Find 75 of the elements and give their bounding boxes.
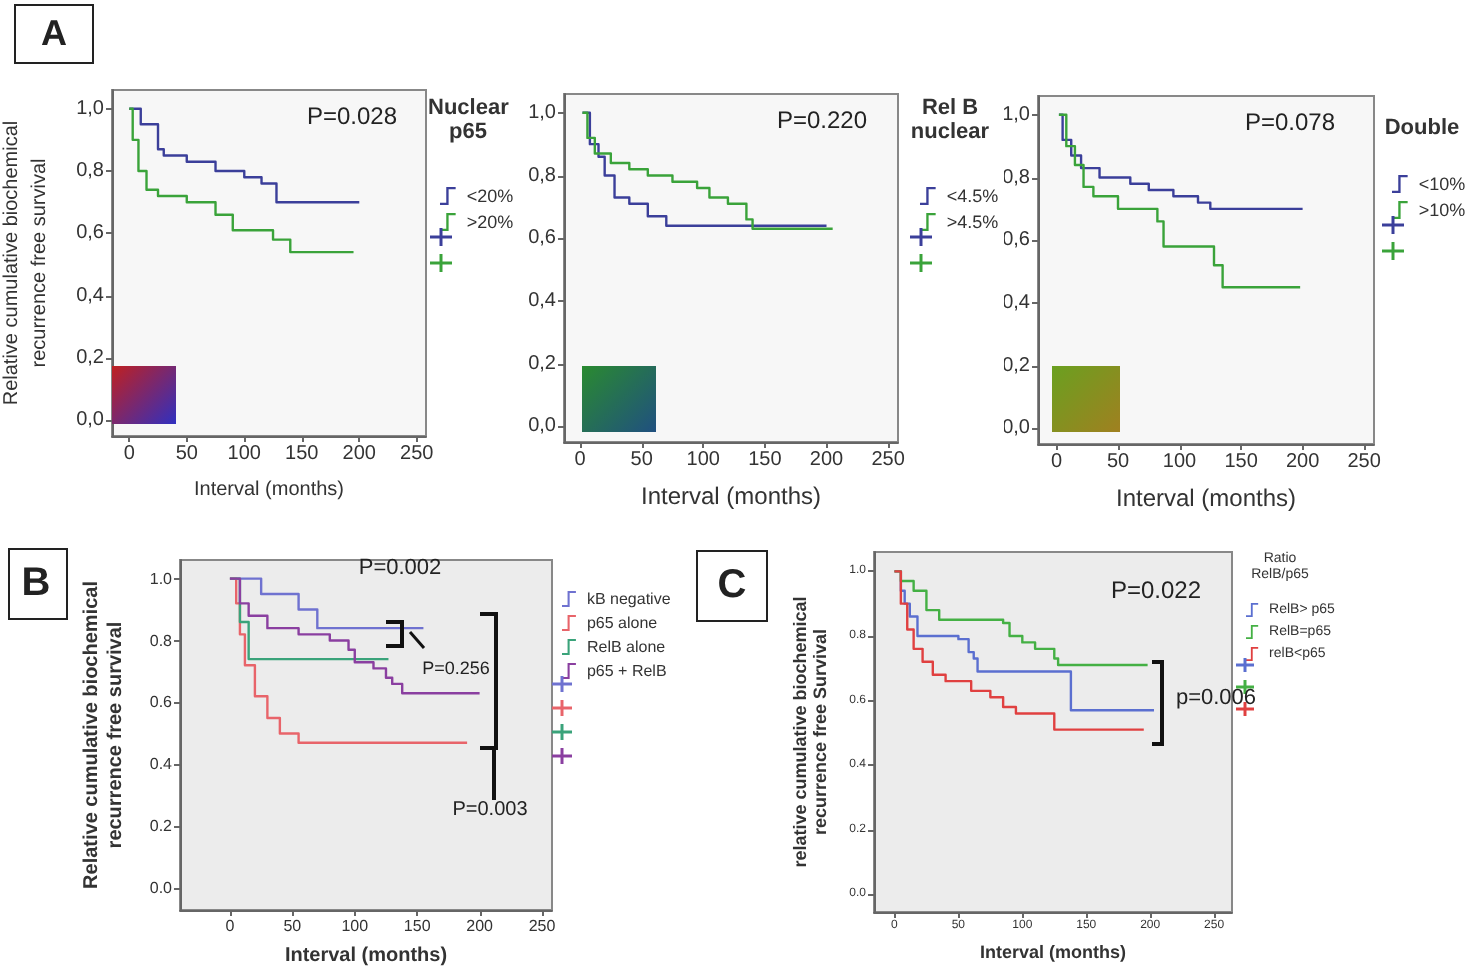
annotation: P=0.220 [776,106,868,134]
x-tick-label: 200 [466,917,495,935]
annotation: P=0.028 [306,102,398,130]
x-tick-label: 150 [748,449,783,471]
legend-label: p65 alone [586,614,659,632]
y-axis-title: relative cumulative biochemical recurrence free Survival [790,596,830,868]
y-tick-label: 0,2 [528,352,557,375]
y-tick-label: 0,0 [528,415,557,438]
y-tick-label: 0,0 [76,409,105,432]
legend-title: Rel B nuclear [910,96,990,145]
x-tick-label: 0 [123,443,136,465]
x-tick-label: 250 [1347,451,1382,473]
x-axis-title: Interval (months) [979,941,1127,962]
x-tick-label: 200 [1285,451,1321,473]
y-tick-label: 1,0 [76,97,105,120]
y-tick-label: 0.4 [149,755,174,774]
y-tick-label: 0.2 [149,817,174,836]
y-tick-label: 0,2 [76,347,105,370]
x-tick-label: 250 [871,449,906,471]
text: C [717,563,747,609]
x-tick-label: 100 [1162,451,1198,473]
text: A [41,13,67,55]
legend-label: <20% [466,186,514,206]
x-tick-label: 150 [403,917,432,935]
y-axis-title: Relative cumulative biochemical recurrence free survival [1,120,52,406]
x-tick-label: 150 [285,443,320,465]
legend-label: <10% [1418,174,1466,194]
legend-label: kB negative [586,590,672,608]
legend-label: RelB alone [586,638,667,656]
x-tick-label: 50 [1106,451,1130,473]
x-axis-title: Interval (months) [284,944,448,966]
y-tick-label: 0,6 [528,227,557,250]
annotation: P=0.256 [422,658,490,678]
x-axis-title: Interval (months) [640,482,822,510]
y-tick-label: 0,6 [76,222,105,245]
x-tick-label: 250 [528,917,557,935]
y-axis-title: Relative cumulative biochemical recurrence free survival [80,580,127,889]
y-tick-label: 1,0 [528,101,557,124]
y-tick-label: 0.0 [149,879,174,898]
annotation: P=0.002 [358,556,442,580]
y-tick-label: 1.0 [149,569,174,588]
x-tick-label: 100 [686,449,721,471]
x-tick-label: 200 [809,449,845,471]
x-tick-label: 0 [225,917,236,935]
x-tick-label: 50 [283,917,303,935]
x-axis-title: Interval (months) [1115,484,1297,512]
text: B [21,561,51,607]
x-tick-label: 150 [1224,451,1259,473]
x-tick-label: 50 [175,443,199,465]
annotation: p=0.006 [1175,686,1257,710]
annotation: P=0.003 [452,799,528,821]
legend-label: >20% [466,212,514,232]
y-tick-label: 0,8 [528,164,557,187]
annotation: P=0.022 [1110,576,1202,604]
annotation: P=0.078 [1244,108,1336,136]
x-tick-label: 0 [574,449,587,471]
legend-label: >10% [1418,200,1466,220]
x-tick-label: 50 [630,449,654,471]
x-tick-label: 100 [341,917,370,935]
legend-title: Nuclear p65 [428,96,509,145]
legend-title: Double [1382,116,1462,141]
x-tick-label: 250 [400,443,435,465]
legend-label: >4.5% [946,212,999,232]
x-tick-label: 100 [227,443,262,465]
y-tick-label: 1,0 [1002,103,1031,126]
y-tick-label: 0.8 [149,631,174,650]
y-tick-label: 0.6 [149,693,174,712]
x-tick-label: 0 [1050,451,1063,473]
legend-label: <4.5% [946,186,999,206]
legend-label: p65 + RelB [586,662,667,680]
y-tick-label: 0,8 [76,160,105,183]
x-axis-title: Interval (months) [193,479,345,501]
x-tick-label: 200 [342,443,377,465]
y-tick-label: 0,4 [76,284,105,307]
y-tick-label: 0,4 [528,289,557,312]
